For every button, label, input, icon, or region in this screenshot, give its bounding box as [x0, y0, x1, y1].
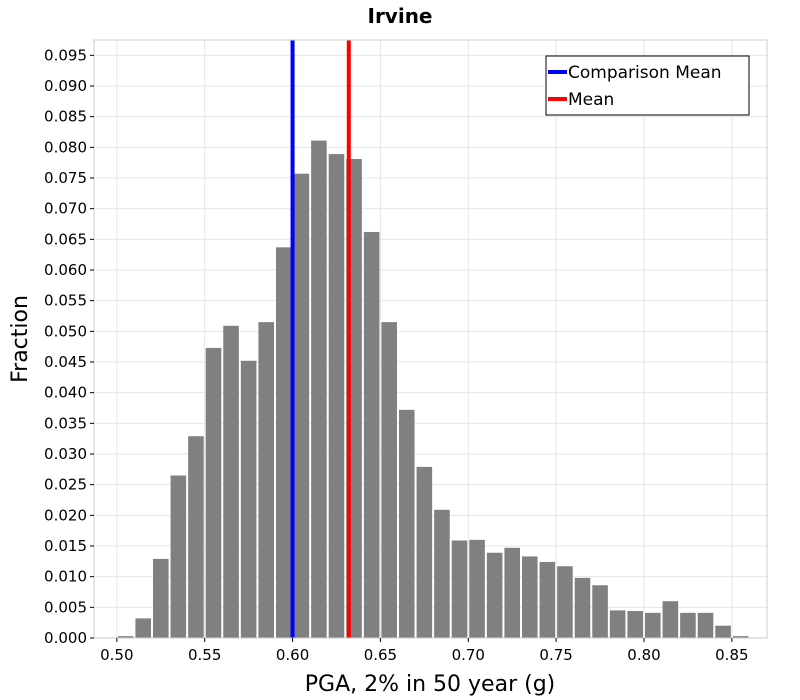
- histogram-bar: [451, 540, 468, 638]
- histogram-bar: [188, 436, 204, 638]
- x-tick-label: 0.60: [276, 646, 309, 664]
- histogram-bar: [592, 585, 608, 638]
- histogram-bar: [644, 612, 661, 638]
- y-tick-label: 0.040: [44, 384, 87, 402]
- y-tick-label: 0.015: [44, 537, 87, 555]
- x-tick-label: 0.65: [364, 646, 397, 664]
- histogram-bar: [328, 154, 345, 638]
- x-tick-label: 0.80: [627, 646, 660, 664]
- y-tick-label: 0.050: [44, 322, 87, 340]
- histogram-bar: [363, 231, 380, 638]
- legend: Comparison Mean Mean: [545, 55, 750, 116]
- histogram-bar: [275, 247, 292, 638]
- histogram-bar: [732, 636, 749, 638]
- histogram-bar: [609, 610, 626, 638]
- y-axis-label: Fraction: [8, 295, 33, 383]
- y-tick-label: 0.030: [44, 445, 87, 463]
- histogram-bar: [205, 347, 222, 638]
- y-tick-label: 0.080: [44, 138, 87, 156]
- plot-border: [93, 39, 768, 639]
- histogram-bar: [416, 466, 433, 638]
- y-tick-label: 0.005: [44, 598, 87, 616]
- y-tick-label: 0.010: [44, 568, 87, 586]
- histogram-bar: [539, 561, 556, 638]
- x-tick-label: 0.55: [188, 646, 221, 664]
- histogram-bars: [117, 140, 749, 638]
- histogram-bar: [504, 547, 520, 638]
- histogram-bar: [398, 409, 415, 638]
- y-tick-label: 0.090: [44, 77, 87, 95]
- mean-lines: [290, 40, 351, 638]
- histogram-bar: [469, 539, 485, 638]
- y-tick-label: 0.025: [44, 476, 87, 494]
- legend-label: Mean: [568, 90, 614, 110]
- histogram-bar: [557, 566, 573, 638]
- histogram-bar: [170, 475, 187, 638]
- y-tick-label: 0.000: [44, 629, 87, 647]
- histogram-bar: [240, 360, 257, 638]
- histogram-bar: [697, 612, 714, 638]
- histogram-bar: [223, 325, 239, 638]
- chart-title: Irvine: [368, 4, 433, 28]
- histogram-bar: [486, 552, 503, 638]
- histogram-bar: [521, 556, 538, 638]
- legend-label: Comparison Mean: [568, 63, 722, 83]
- y-tick-label: 0.045: [44, 353, 87, 371]
- histogram-bar: [434, 509, 450, 638]
- x-tick-label: 0.85: [715, 646, 748, 664]
- y-tick-label: 0.095: [44, 46, 87, 64]
- legend-box: [545, 55, 750, 116]
- y-tick-label: 0.065: [44, 230, 87, 248]
- x-axis-ticks: 0.50 0.55 0.60 0.65 0.70 0.75 0.80 0.85: [100, 638, 749, 664]
- histogram-bar: [715, 625, 731, 638]
- histogram-bar: [117, 636, 134, 638]
- y-tick-label: 0.035: [44, 414, 87, 432]
- x-tick-label: 0.70: [452, 646, 485, 664]
- y-tick-label: 0.060: [44, 261, 87, 279]
- histogram-bar: [662, 601, 679, 638]
- x-axis-label: PGA, 2% in 50 year (g): [305, 672, 556, 697]
- histogram-bar: [574, 577, 591, 638]
- x-tick-label: 0.75: [539, 646, 572, 664]
- x-tick-label: 0.50: [100, 646, 133, 664]
- histogram-bar: [152, 558, 169, 638]
- histogram-bar: [258, 322, 274, 638]
- y-tick-label: 0.070: [44, 200, 87, 218]
- histogram-bar: [381, 322, 397, 638]
- histogram-bar: [680, 612, 696, 638]
- y-tick-label: 0.055: [44, 292, 87, 310]
- y-tick-label: 0.085: [44, 108, 87, 126]
- histogram-bar: [135, 618, 151, 638]
- histogram-bar: [293, 173, 310, 638]
- y-tick-label: 0.075: [44, 169, 87, 187]
- y-axis-ticks: 0.000 0.005 0.010 0.015 0.020 0.025 0.030 0.035…: [44, 46, 94, 647]
- histogram-bar: [311, 140, 327, 638]
- histogram-bar: [627, 611, 643, 638]
- y-tick-label: 0.020: [44, 506, 87, 524]
